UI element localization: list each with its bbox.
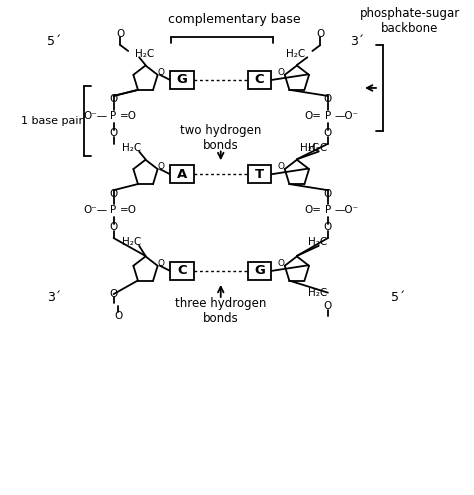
Text: O: O [278,68,284,77]
Text: O: O [324,189,332,198]
Text: O=: O= [304,111,321,121]
FancyBboxPatch shape [247,262,271,280]
Text: O: O [109,95,118,104]
Text: O: O [278,162,284,171]
Text: G: G [176,73,187,87]
Text: —O⁻: —O⁻ [334,111,358,121]
FancyBboxPatch shape [170,71,194,89]
Text: O⁻—: O⁻— [83,111,107,121]
Text: two hydrogen
bonds: two hydrogen bonds [180,124,262,152]
Text: complementary base: complementary base [168,13,301,26]
Text: O: O [109,189,118,198]
Text: O: O [316,29,324,39]
Text: O: O [109,289,118,299]
Text: O: O [324,128,332,138]
Text: O: O [324,301,332,311]
Text: O: O [109,222,118,233]
Text: P: P [110,205,117,215]
Text: H₂C: H₂C [308,288,327,297]
FancyBboxPatch shape [247,71,271,89]
Text: 1 base pair: 1 base pair [21,116,83,126]
Text: H₂C: H₂C [301,143,319,152]
Text: three hydrogen
bonds: three hydrogen bonds [175,297,266,325]
Text: G: G [254,264,265,277]
FancyBboxPatch shape [247,165,271,184]
Text: 3´: 3´ [47,291,62,304]
Text: O: O [158,68,165,77]
Text: 5´: 5´ [392,291,406,304]
Text: C: C [255,73,264,87]
Text: —O⁻: —O⁻ [334,205,358,215]
Text: =O: =O [120,111,137,121]
Text: H₂C: H₂C [136,50,155,59]
Text: O: O [324,95,332,104]
Text: H₂C: H₂C [122,237,141,247]
Text: P: P [110,111,117,121]
Text: O: O [158,259,165,268]
Text: =O: =O [120,205,137,215]
Text: H₂C: H₂C [122,143,141,152]
Text: 3´: 3´ [350,35,365,48]
Text: O=: O= [304,205,321,215]
Text: H₂C: H₂C [286,50,305,59]
FancyBboxPatch shape [170,262,194,280]
Text: O: O [324,222,332,233]
Text: P: P [325,111,331,121]
Text: H₂C: H₂C [308,237,327,247]
Text: H₂C: H₂C [308,143,327,152]
FancyBboxPatch shape [170,165,194,184]
Text: P: P [325,205,331,215]
Text: O: O [116,29,125,39]
Text: O: O [114,311,122,321]
Text: O: O [109,128,118,138]
Text: 5´: 5´ [47,35,62,48]
Text: phosphate-sugar
backbone: phosphate-sugar backbone [360,7,460,35]
Text: O⁻—: O⁻— [83,205,107,215]
Text: O: O [278,259,284,268]
Text: A: A [177,168,187,181]
Text: O: O [158,162,165,171]
Text: T: T [255,168,264,181]
Text: C: C [177,264,187,277]
